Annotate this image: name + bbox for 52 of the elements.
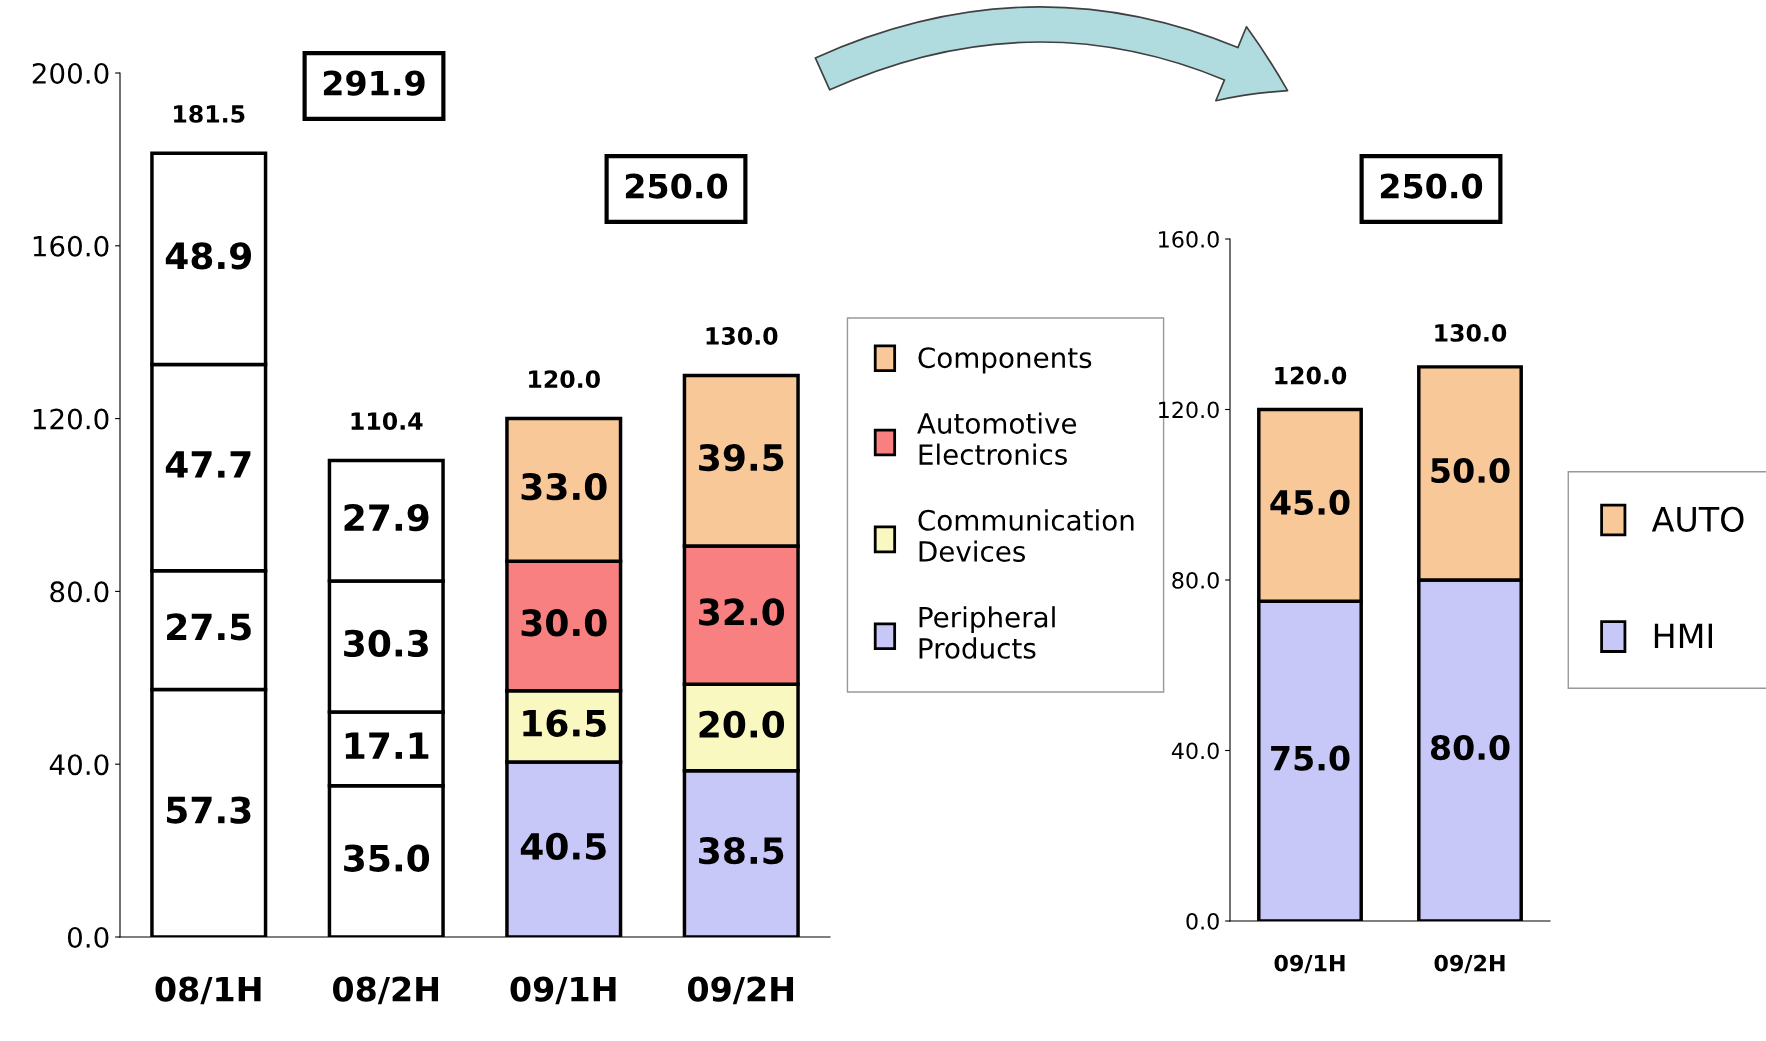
data-label: 39.5	[699, 443, 784, 472]
data-label: 30.0	[521, 609, 607, 637]
y-tick-label: 40.0	[49, 754, 109, 776]
data-label: 80.0	[1430, 734, 1510, 761]
y-tick-label: 40.0	[1171, 742, 1219, 760]
legend-label: Peripheral Products	[919, 606, 1055, 659]
data-label: 50.0	[1431, 457, 1510, 484]
data-label: 57.3	[166, 796, 251, 824]
legend-label: AUTO	[1651, 506, 1744, 532]
x-tick-label: 08/2H	[333, 976, 439, 1005]
legend-label: Components	[918, 347, 1092, 374]
total-label: 120.0	[1275, 366, 1347, 385]
data-label: 38.5	[699, 837, 784, 865]
total-label: 120.0	[529, 370, 600, 389]
data-label: 16.5	[523, 709, 606, 737]
legend-label: Communication Devices	[918, 509, 1134, 562]
y-tick-label: 120.0	[1159, 401, 1219, 419]
data-label: 33.0	[521, 473, 607, 501]
text: 250.0	[1380, 173, 1483, 199]
total-label: 130.0	[706, 327, 778, 345]
data-label: 20.0	[699, 710, 785, 738]
data-label: 48.9	[165, 242, 251, 270]
data-label: 27.9	[344, 503, 429, 532]
y-tick-label: 200.0	[32, 62, 109, 84]
annotation: 291.9	[323, 70, 425, 96]
y-tick-label: 160.0	[1159, 230, 1219, 248]
x-tick-label: 08/1H	[155, 976, 261, 1005]
data-label: 30.3	[344, 629, 428, 657]
data-label: 75.0	[1271, 745, 1350, 771]
data-label: 35.0	[344, 844, 430, 872]
data-label: 27.5	[167, 613, 251, 641]
total-label: 130.0	[1435, 323, 1507, 342]
x-tick-label: 09/2H	[688, 976, 794, 1005]
data-label: 47.7	[165, 451, 251, 478]
y-tick-label: 0.0	[67, 926, 109, 948]
data-label: 17.1	[345, 732, 429, 759]
y-tick-label: 0.0	[1186, 912, 1219, 930]
x-tick-label: 09/1H	[1274, 954, 1345, 974]
x-tick-label: 09/1H	[510, 976, 616, 1005]
data-label: 32.0	[699, 598, 785, 626]
y-tick-label: 80.0	[1172, 571, 1219, 589]
legend-label: HMI	[1654, 623, 1712, 648]
legend-label: Automotive Electronics	[917, 412, 1077, 466]
y-tick-label: 160.0	[33, 235, 109, 257]
data-label: 40.5	[520, 832, 606, 860]
x-tick-label: 09/2H	[1434, 954, 1505, 974]
annotation: 250.0	[625, 173, 728, 199]
total-label: 181.5	[174, 105, 245, 123]
y-tick-label: 80.0	[50, 581, 109, 603]
data-label: 45.0	[1270, 489, 1350, 516]
total-label: 110.4	[351, 412, 423, 431]
y-tick-label: 120.0	[33, 408, 109, 430]
